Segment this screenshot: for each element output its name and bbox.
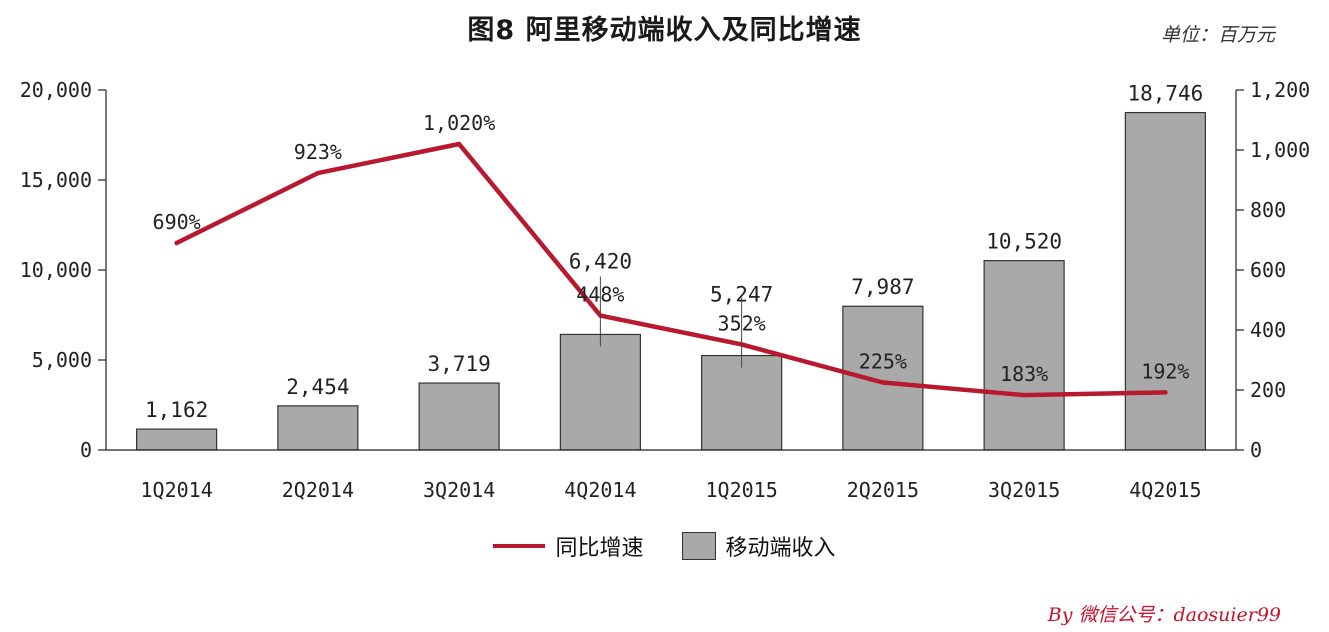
bar-4Q2015 — [1124, 111, 1206, 451]
bar-4Q2014 — [559, 333, 641, 451]
x-tick-label: 1Q2015 — [706, 478, 778, 502]
bar-value-label: 6,420 — [569, 249, 632, 273]
line-value-label: 183% — [1000, 362, 1048, 386]
line-value-label: 448% — [576, 283, 624, 307]
line-value-label: 225% — [859, 350, 907, 374]
x-tick-label: 3Q2015 — [988, 478, 1060, 502]
growth-point-4Q2015 — [1163, 390, 1168, 395]
x-tick-label: 3Q2014 — [423, 478, 495, 502]
right-tick-label: 200 — [1250, 378, 1286, 402]
left-tick-label: 20,000 — [20, 78, 92, 102]
bar-1Q2015 — [701, 354, 783, 451]
bar-3Q2015 — [983, 260, 1065, 451]
legend: 同比增速 移动端收入 — [0, 530, 1329, 562]
growth-point-1Q2014 — [174, 240, 179, 246]
growth-line — [174, 141, 1168, 398]
bar-value-label: 10,520 — [986, 230, 1062, 254]
right-tick-label: 800 — [1250, 198, 1286, 222]
bars-layer — [136, 111, 1206, 451]
legend-bar-label: 移动端收入 — [725, 536, 836, 561]
bar-2Q2015 — [842, 305, 924, 451]
chart-title: 图8 阿里移动端收入及同比增速 — [467, 15, 862, 46]
bar-1Q2014 — [136, 428, 218, 451]
bar-value-label: 7,987 — [851, 275, 914, 299]
right-tick-label: 600 — [1250, 258, 1286, 282]
x-tick-label: 1Q2014 — [141, 478, 213, 502]
unit-label: 单位：百万元 — [1160, 24, 1275, 46]
x-tick-label: 2Q2014 — [282, 478, 354, 502]
growth-point-2Q2014 — [315, 170, 321, 176]
x-tick-label: 2Q2015 — [847, 478, 919, 502]
bar-value-label: 18,746 — [1127, 82, 1203, 106]
bar-value-label: 2,454 — [286, 375, 349, 399]
bar-3Q2014 — [418, 382, 500, 451]
axes-layer: 0 5,000 10,000 15,000 20,000 0 200 400 600 800 1,0… — [20, 78, 1310, 502]
legend-item-line: 同比增速 — [493, 530, 644, 562]
bar-value-label: 3,719 — [428, 352, 491, 376]
left-tick-label: 15,000 — [20, 168, 92, 192]
line-value-label: 1,020% — [423, 111, 495, 135]
right-tick-label: 400 — [1250, 318, 1286, 342]
x-tick-label: 4Q2015 — [1129, 478, 1201, 502]
line-value-label: 352% — [718, 311, 766, 335]
credit-text: By 微信公号：daosuier99 — [1047, 604, 1281, 626]
growth-point-2Q2015 — [880, 380, 886, 385]
x-tick-label: 4Q2014 — [564, 478, 636, 502]
line-value-label: 690% — [153, 210, 201, 234]
growth-point-3Q2015 — [1021, 392, 1027, 398]
right-tick-label: 1,000 — [1250, 138, 1310, 162]
line-layer — [174, 141, 1168, 398]
bar-2Q2014 — [277, 405, 359, 451]
legend-item-bar: 移动端收入 — [681, 530, 836, 562]
legend-bar-swatch — [681, 532, 716, 560]
bar-value-label: 1,162 — [145, 398, 208, 422]
left-tick-label: 0 — [80, 438, 92, 462]
left-tick-label: 5,000 — [32, 348, 92, 372]
right-tick-label: 0 — [1250, 438, 1262, 462]
line-value-label: 923% — [294, 140, 342, 164]
right-tick-label: 1,200 — [1250, 78, 1310, 102]
line-value-label: 192% — [1141, 359, 1189, 383]
left-tick-label: 10,000 — [20, 258, 92, 282]
legend-line-swatch — [493, 544, 546, 548]
legend-line-label: 同比增速 — [555, 536, 644, 561]
growth-point-3Q2014 — [456, 141, 462, 147]
